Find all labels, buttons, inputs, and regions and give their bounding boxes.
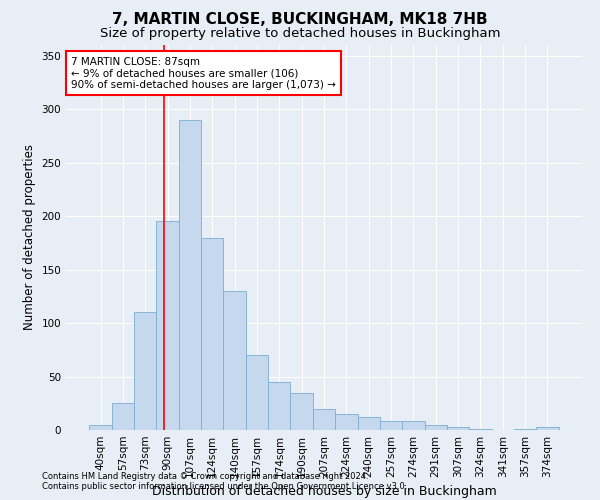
Bar [134, 312, 157, 430]
Bar [402, 422, 425, 430]
Bar [268, 382, 290, 430]
Bar [514, 429, 536, 430]
Bar [112, 404, 134, 430]
Bar [358, 417, 380, 430]
Y-axis label: Number of detached properties: Number of detached properties [23, 144, 36, 330]
Bar [89, 424, 112, 430]
Text: Contains public sector information licensed under the Open Government Licence v3: Contains public sector information licen… [42, 482, 407, 491]
Bar [223, 291, 246, 430]
Text: Size of property relative to detached houses in Buckingham: Size of property relative to detached ho… [100, 28, 500, 40]
Text: Contains HM Land Registry data © Crown copyright and database right 2024.: Contains HM Land Registry data © Crown c… [42, 472, 368, 481]
Bar [179, 120, 201, 430]
Bar [469, 429, 491, 430]
Bar [380, 422, 402, 430]
Bar [425, 424, 447, 430]
Bar [290, 392, 313, 430]
Bar [335, 414, 358, 430]
Bar [447, 427, 469, 430]
Bar [157, 222, 179, 430]
Bar [246, 355, 268, 430]
Bar [201, 238, 223, 430]
X-axis label: Distribution of detached houses by size in Buckingham: Distribution of detached houses by size … [152, 486, 496, 498]
Bar [536, 427, 559, 430]
Text: 7 MARTIN CLOSE: 87sqm
← 9% of detached houses are smaller (106)
90% of semi-deta: 7 MARTIN CLOSE: 87sqm ← 9% of detached h… [71, 56, 336, 90]
Bar [313, 408, 335, 430]
Text: 7, MARTIN CLOSE, BUCKINGHAM, MK18 7HB: 7, MARTIN CLOSE, BUCKINGHAM, MK18 7HB [112, 12, 488, 28]
